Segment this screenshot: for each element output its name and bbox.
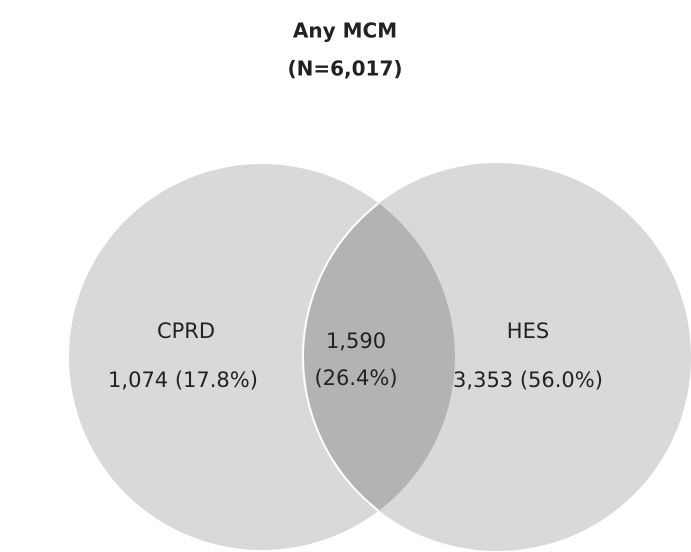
set-label: CPRD: [157, 319, 215, 343]
title: Any MCM: [293, 19, 397, 43]
intersection: [303, 164, 455, 550]
intersection-count: 1,590: [326, 329, 386, 353]
intersection-percent: (26.4%): [314, 366, 397, 390]
set-count: 3,353 (56.0%): [453, 368, 603, 392]
subtitle: (N=6,017): [287, 57, 402, 81]
set-label: HES: [507, 319, 549, 343]
set-count: 1,074 (17.8%): [108, 368, 258, 392]
intersection-edge: [302, 164, 455, 550]
